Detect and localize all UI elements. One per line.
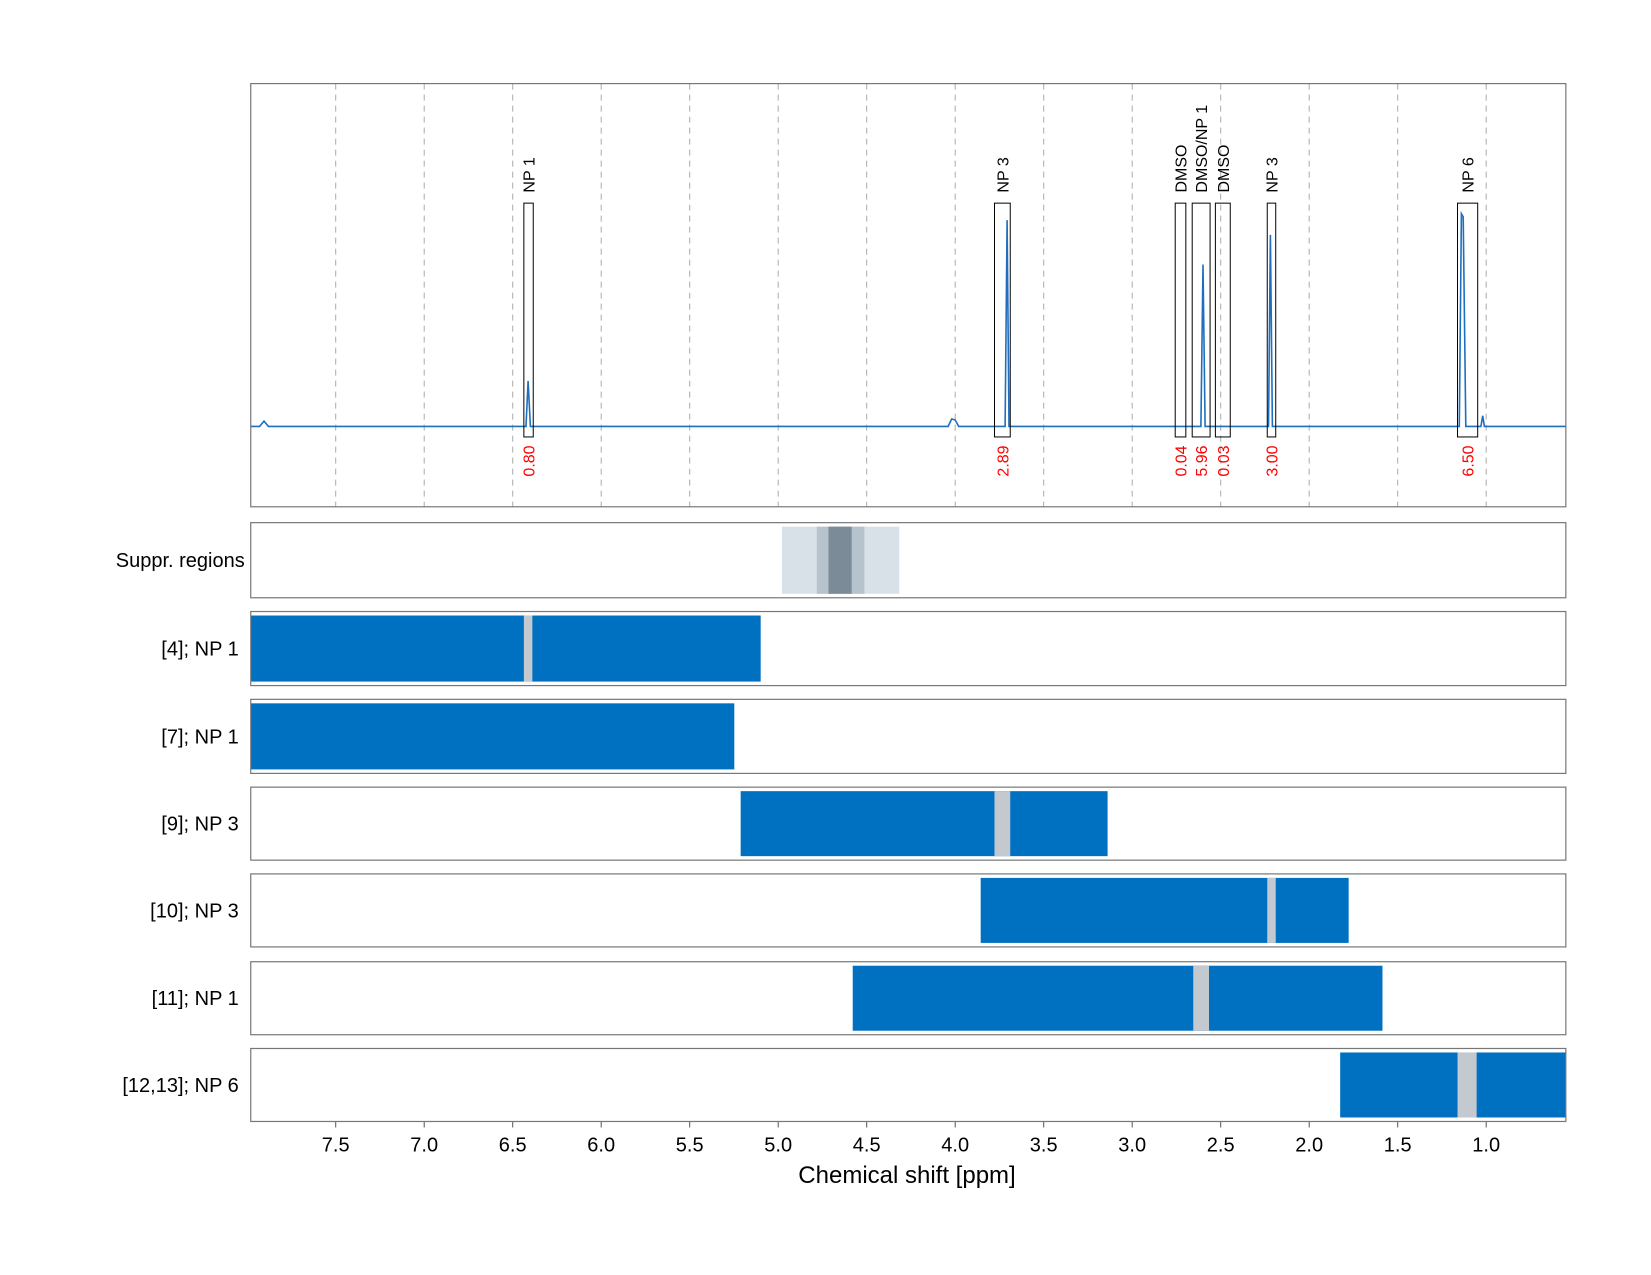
peak-gap bbox=[1457, 1052, 1477, 1118]
range-bar bbox=[250, 703, 735, 770]
peak-label: NP 3 bbox=[995, 157, 1012, 192]
peak-gap bbox=[1193, 965, 1210, 1031]
row-panel bbox=[250, 698, 1567, 774]
range-bar bbox=[980, 877, 1349, 943]
x-axis-label: Chemical shift [ppm] bbox=[798, 1162, 1015, 1189]
row-label: [10]; NP 3 bbox=[150, 900, 239, 922]
spectrum-panel bbox=[250, 82, 1567, 508]
spectrum-line bbox=[250, 210, 1566, 428]
x-tick-label: 5.0 bbox=[764, 1134, 792, 1156]
row-label: Suppr. regions bbox=[116, 550, 245, 572]
integral-label: 0.80 bbox=[522, 445, 539, 476]
row-panel bbox=[250, 610, 1567, 687]
integral-label: 5.96 bbox=[1194, 445, 1211, 476]
integral-label: 6.50 bbox=[1461, 445, 1478, 476]
x-tick-label: 3.5 bbox=[1030, 1134, 1058, 1156]
peak-gap bbox=[994, 791, 1011, 857]
integral-label: 0.04 bbox=[1174, 445, 1191, 476]
peak-box bbox=[1457, 202, 1479, 438]
integral-label: 2.89 bbox=[995, 445, 1012, 476]
range-bar bbox=[1340, 1052, 1566, 1118]
row-label: [12,13]; NP 6 bbox=[122, 1075, 238, 1097]
peak-gap bbox=[523, 615, 533, 682]
peak-label: DMSO bbox=[1216, 145, 1233, 193]
range-bar bbox=[740, 791, 1108, 857]
row-panel bbox=[250, 1047, 1567, 1123]
row-panel bbox=[250, 873, 1567, 948]
x-tick-label: 2.5 bbox=[1207, 1134, 1235, 1156]
peak-box bbox=[523, 202, 534, 438]
row-panel bbox=[250, 961, 1567, 1036]
row-label: [11]; NP 1 bbox=[152, 988, 239, 1010]
x-tick-label: 5.5 bbox=[676, 1134, 704, 1156]
suppression-band bbox=[828, 526, 852, 594]
peak-label: NP 3 bbox=[1264, 157, 1281, 192]
peak-label: NP 6 bbox=[1461, 157, 1478, 192]
x-tick-label: 1.5 bbox=[1384, 1134, 1412, 1156]
x-tick-label: 4.0 bbox=[941, 1134, 969, 1156]
peak-gap bbox=[1267, 877, 1276, 943]
x-tick-label: 6.5 bbox=[499, 1134, 527, 1156]
row-label: [7]; NP 1 bbox=[161, 726, 238, 748]
x-tick-label: 6.0 bbox=[587, 1134, 615, 1156]
row-panel bbox=[250, 522, 1567, 599]
row-panel bbox=[250, 786, 1567, 861]
peak-box bbox=[1214, 202, 1231, 438]
row-label: [4]; NP 1 bbox=[161, 639, 238, 661]
peak-box bbox=[1191, 202, 1211, 438]
row-label: [9]; NP 3 bbox=[161, 814, 238, 836]
x-tick-label: 1.0 bbox=[1472, 1134, 1500, 1156]
peak-label: NP 1 bbox=[522, 157, 539, 192]
peak-label: DMSO bbox=[1174, 145, 1191, 193]
range-bar bbox=[250, 615, 761, 682]
x-tick-label: 2.0 bbox=[1295, 1134, 1323, 1156]
peak-box bbox=[993, 202, 1011, 438]
integral-label: 3.00 bbox=[1264, 445, 1281, 476]
integral-label: 0.03 bbox=[1216, 445, 1233, 476]
x-tick-label: 3.0 bbox=[1118, 1134, 1146, 1156]
x-tick-label: 4.5 bbox=[853, 1134, 881, 1156]
x-tick-label: 7.0 bbox=[410, 1134, 438, 1156]
x-tick-label: 7.5 bbox=[322, 1134, 350, 1156]
peak-box bbox=[1266, 202, 1277, 438]
peak-box bbox=[1174, 202, 1187, 438]
range-bar bbox=[852, 965, 1383, 1031]
peak-label: DMSO/NP 1 bbox=[1194, 105, 1211, 193]
